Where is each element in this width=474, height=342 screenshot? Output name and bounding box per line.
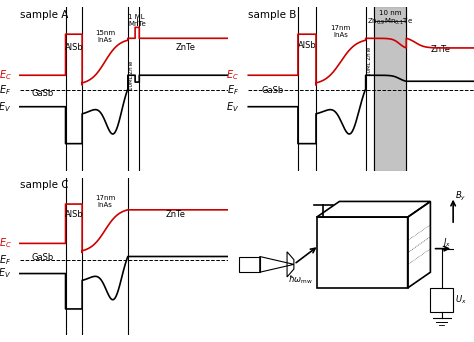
Text: 17nm
InAs: 17nm InAs	[331, 25, 351, 38]
Bar	[374, 7, 406, 171]
Text: ZnTe: ZnTe	[165, 210, 186, 219]
Text: GaSb: GaSb	[262, 86, 284, 95]
Text: 10ML ZnTe: 10ML ZnTe	[129, 61, 134, 90]
Text: $E_V$: $E_V$	[0, 267, 11, 280]
Text: 15nm
InAs: 15nm InAs	[95, 30, 115, 43]
Text: $E_F$: $E_F$	[227, 83, 239, 96]
Text: GaSb: GaSb	[32, 253, 54, 262]
Text: 10 nm: 10 nm	[379, 10, 401, 16]
Text: $E_C$: $E_C$	[0, 68, 11, 82]
Text: 10ML ZnTe: 10ML ZnTe	[367, 47, 372, 76]
Text: sample B: sample B	[248, 10, 297, 19]
Text: $E_V$: $E_V$	[0, 100, 11, 114]
Text: $B_y$: $B_y$	[456, 190, 467, 203]
Text: AlSb: AlSb	[64, 210, 83, 219]
Text: $J_x$: $J_x$	[442, 236, 451, 249]
Text: 17nm
InAs: 17nm InAs	[95, 195, 115, 208]
Text: AlSb: AlSb	[64, 43, 83, 52]
Text: sample C: sample C	[20, 181, 68, 190]
Text: $E_F$: $E_F$	[0, 253, 11, 267]
Text: $E_V$: $E_V$	[226, 100, 239, 114]
Text: 1 ML
MnTe: 1 ML MnTe	[128, 14, 146, 27]
Text: $\hbar\omega_{\rm mw}$: $\hbar\omega_{\rm mw}$	[288, 274, 313, 286]
Text: $E_F$: $E_F$	[0, 83, 11, 96]
Text: ZnTe: ZnTe	[430, 45, 450, 54]
Text: $U_x$: $U_x$	[456, 293, 467, 306]
Text: $E_C$: $E_C$	[0, 236, 11, 250]
Text: Zn$_{0.9}$Mn$_{0.1}$Te: Zn$_{0.9}$Mn$_{0.1}$Te	[367, 16, 413, 27]
Text: ZnTe: ZnTe	[176, 43, 196, 52]
Text: GaSb: GaSb	[32, 89, 54, 97]
Text: AlSb: AlSb	[298, 41, 316, 50]
Text: sample A: sample A	[20, 10, 68, 19]
Text: $E_C$: $E_C$	[227, 68, 239, 82]
